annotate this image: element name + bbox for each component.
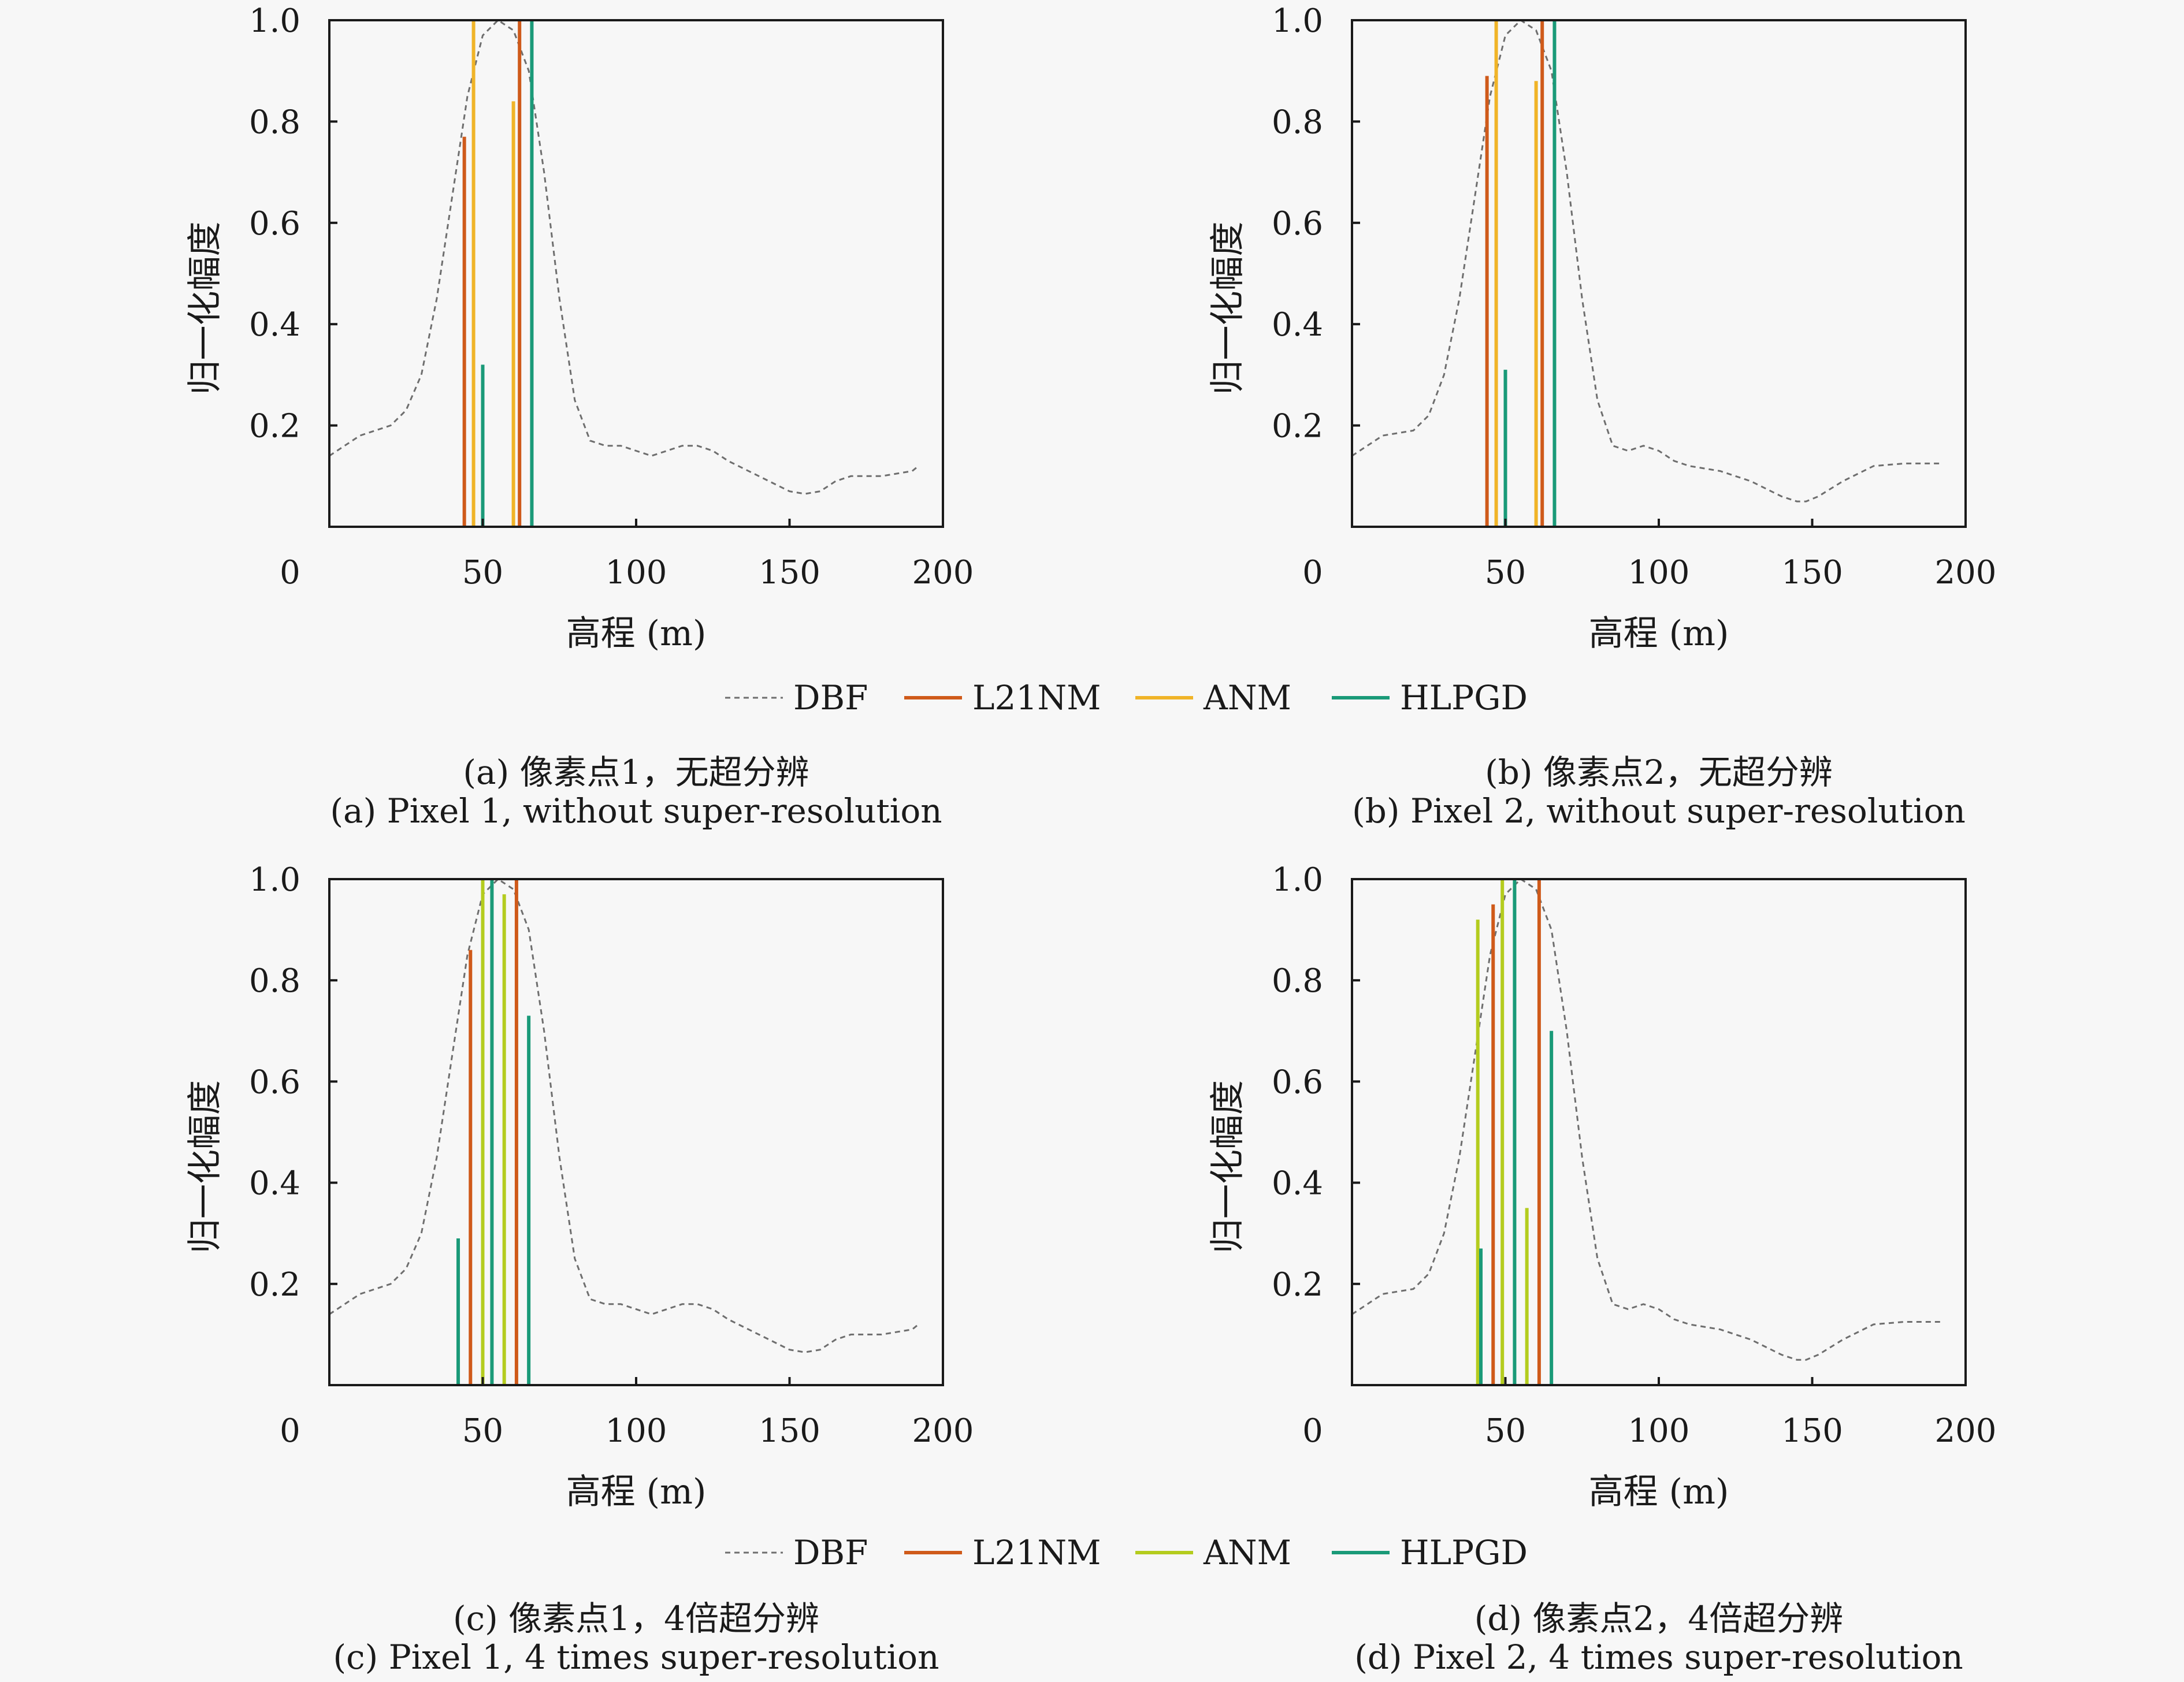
x-tick-label: 150 bbox=[759, 554, 820, 591]
chart-panel-b: 0 50 100 150 200 0.2 0.4 0.6 0.8 1.0 高程 (m) 归一化幅度 bbox=[1208, 2, 1996, 654]
y-tick-label: 0.6 bbox=[1272, 1063, 1323, 1101]
x-tick-label: 50 bbox=[462, 554, 503, 591]
x-axis-label: 高程 (m) bbox=[566, 613, 707, 654]
y-axis-label: 归一化幅度 bbox=[1208, 1080, 1248, 1253]
x-tick-label: 150 bbox=[1781, 554, 1843, 591]
y-tick-label: 0.6 bbox=[1272, 205, 1323, 243]
series-line-dbf bbox=[1351, 19, 1941, 503]
x-tick-label: 200 bbox=[1935, 554, 1997, 591]
y-tick-label: 0.4 bbox=[1272, 1165, 1323, 1203]
x-tick-label: 0 bbox=[280, 554, 300, 591]
x-tick-label: 50 bbox=[1485, 554, 1526, 591]
caption-c-english: (c) Pixel 1, 4 times super-resolution bbox=[333, 1638, 939, 1677]
chart-panel-c: 0 50 100 150 200 0.2 0.4 0.6 0.8 1.0 高程 (m) 归一化幅度 bbox=[185, 861, 974, 1512]
legend-bottom: DBF L21NM ANM HLPGD bbox=[725, 1533, 1528, 1572]
x-axis-label: 高程 (m) bbox=[1589, 613, 1729, 654]
x-tick-label: 0 bbox=[280, 1412, 300, 1450]
y-tick-label: 0.8 bbox=[249, 103, 300, 141]
y-tick-label: 0.4 bbox=[1272, 306, 1323, 344]
caption-c-chinese: (c) 像素点1，4倍超分辨 bbox=[453, 1599, 819, 1638]
legend-top: DBF L21NM ANM HLPGD bbox=[725, 678, 1528, 717]
series-line-dbf bbox=[1351, 878, 1941, 1361]
x-tick-label: 50 bbox=[1485, 1412, 1526, 1450]
y-tick-label: 0.4 bbox=[249, 1165, 300, 1203]
x-tick-label: 50 bbox=[462, 1412, 503, 1450]
x-tick-label: 100 bbox=[1628, 554, 1690, 591]
x-tick-label: 100 bbox=[606, 554, 667, 591]
legend-label-hlpgd: HLPGD bbox=[1400, 678, 1528, 717]
legend-label-l21nm: L21NM bbox=[972, 1533, 1101, 1572]
legend-label-hlpgd: HLPGD bbox=[1400, 1533, 1528, 1572]
x-tick-label: 200 bbox=[912, 554, 974, 591]
y-tick-label: 1.0 bbox=[1272, 861, 1323, 899]
y-tick-label: 0.2 bbox=[1272, 408, 1323, 445]
chart-panel-d: 0 50 100 150 200 0.2 0.4 0.6 0.8 1.0 高程 (m) 归一化幅度 bbox=[1208, 861, 1996, 1512]
chart-panel-a: 0 50 100 150 200 0.2 0.4 0.6 0.8 1.0 高程 (m) 归一化幅度 bbox=[185, 2, 974, 654]
legend-label-dbf: DBF bbox=[793, 678, 868, 717]
x-tick-label: 0 bbox=[1302, 1412, 1323, 1450]
x-tick-label: 150 bbox=[1781, 1412, 1843, 1450]
y-axis-label: 归一化幅度 bbox=[1208, 222, 1248, 395]
legend-label-l21nm: L21NM bbox=[972, 678, 1101, 717]
y-tick-label: 0.8 bbox=[249, 962, 300, 1000]
x-tick-label: 200 bbox=[912, 1412, 974, 1450]
caption-a-english: (a) Pixel 1, without super-resolution bbox=[330, 791, 942, 831]
y-tick-label: 0.2 bbox=[249, 408, 300, 445]
y-tick-label: 0.6 bbox=[249, 205, 300, 243]
x-axis-label: 高程 (m) bbox=[566, 1472, 707, 1512]
series-line-dbf bbox=[329, 878, 919, 1353]
x-axis-label: 高程 (m) bbox=[1589, 1472, 1729, 1512]
y-tick-label: 1.0 bbox=[249, 861, 300, 899]
y-tick-label: 0.2 bbox=[249, 1266, 300, 1304]
x-tick-label: 0 bbox=[1302, 554, 1323, 591]
y-tick-label: 1.0 bbox=[1272, 2, 1323, 40]
y-tick-label: 0.4 bbox=[249, 306, 300, 344]
x-tick-label: 150 bbox=[759, 1412, 820, 1450]
x-tick-label: 100 bbox=[606, 1412, 667, 1450]
caption-a-chinese: (a) 像素点1，无超分辨 bbox=[463, 753, 809, 792]
y-tick-label: 0.2 bbox=[1272, 1266, 1323, 1304]
legend-label-dbf: DBF bbox=[793, 1533, 868, 1572]
caption-d-chinese: (d) 像素点2，4倍超分辨 bbox=[1474, 1599, 1844, 1638]
y-tick-label: 0.6 bbox=[249, 1063, 300, 1101]
caption-d-english: (d) Pixel 2, 4 times super-resolution bbox=[1354, 1638, 1963, 1677]
caption-b-chinese: (b) 像素点2，无超分辨 bbox=[1485, 753, 1833, 792]
y-axis-label: 归一化幅度 bbox=[185, 1080, 225, 1253]
x-tick-label: 100 bbox=[1628, 1412, 1690, 1450]
y-tick-label: 0.8 bbox=[1272, 962, 1323, 1000]
y-tick-label: 0.8 bbox=[1272, 103, 1323, 141]
legend-label-anm: ANM bbox=[1203, 678, 1291, 717]
y-tick-label: 1.0 bbox=[249, 2, 300, 40]
y-axis-label: 归一化幅度 bbox=[185, 222, 225, 395]
legend-label-anm: ANM bbox=[1203, 1533, 1291, 1572]
x-tick-label: 200 bbox=[1935, 1412, 1997, 1450]
caption-b-english: (b) Pixel 2, without super-resolution bbox=[1352, 791, 1966, 831]
